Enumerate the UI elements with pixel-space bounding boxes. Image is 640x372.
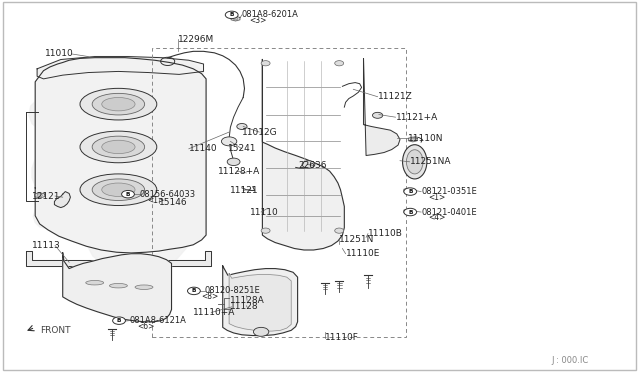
Ellipse shape [403, 145, 427, 179]
Circle shape [335, 61, 344, 66]
Ellipse shape [102, 183, 135, 196]
Circle shape [227, 158, 240, 166]
Polygon shape [223, 266, 298, 336]
Text: 081A8-6201A: 081A8-6201A [242, 10, 299, 19]
Circle shape [113, 317, 125, 324]
Text: 11251NA: 11251NA [410, 157, 451, 166]
Text: <1>: <1> [147, 196, 164, 205]
Polygon shape [54, 192, 70, 208]
Text: <4>: <4> [428, 214, 445, 222]
Bar [152, 48, 406, 337]
Circle shape [237, 124, 247, 129]
Ellipse shape [92, 136, 145, 158]
Text: 08121-0351E: 08121-0351E [421, 187, 477, 196]
Polygon shape [29, 57, 204, 273]
Text: B: B [230, 12, 234, 17]
Text: 11110B: 11110B [368, 229, 403, 238]
Polygon shape [262, 60, 344, 250]
Text: 11128: 11128 [230, 302, 259, 311]
Polygon shape [229, 273, 291, 331]
Circle shape [122, 190, 134, 198]
Circle shape [404, 188, 417, 195]
Ellipse shape [80, 131, 157, 163]
Text: B: B [408, 209, 412, 215]
Circle shape [221, 137, 237, 146]
Text: 11110F: 11110F [325, 333, 359, 342]
Text: 11110+A: 11110+A [193, 308, 236, 317]
Text: B: B [117, 318, 121, 323]
Polygon shape [189, 289, 198, 293]
Text: 22636: 22636 [298, 161, 327, 170]
Circle shape [225, 11, 238, 19]
Text: 15146: 15146 [159, 198, 188, 207]
Circle shape [335, 228, 344, 233]
Circle shape [261, 61, 270, 66]
Circle shape [188, 287, 200, 295]
Polygon shape [35, 193, 45, 198]
Circle shape [372, 112, 383, 118]
Ellipse shape [102, 97, 135, 111]
Circle shape [406, 210, 411, 213]
Polygon shape [408, 137, 417, 142]
Text: 12121: 12121 [32, 192, 61, 201]
Text: 11121: 11121 [230, 186, 259, 195]
Text: 11113: 11113 [32, 241, 61, 250]
Ellipse shape [80, 89, 157, 120]
Text: 11121+A: 11121+A [396, 113, 438, 122]
Circle shape [410, 138, 415, 141]
Text: 11128A: 11128A [230, 296, 265, 305]
Ellipse shape [406, 150, 423, 174]
Ellipse shape [80, 174, 157, 205]
Text: <3>: <3> [250, 16, 267, 25]
Ellipse shape [109, 283, 127, 288]
Text: B: B [192, 288, 196, 294]
Circle shape [191, 289, 196, 292]
Ellipse shape [86, 280, 104, 285]
Text: <1>: <1> [428, 193, 445, 202]
Text: 08121-0401E: 08121-0401E [421, 208, 477, 217]
Text: 08120-8251E: 08120-8251E [205, 286, 260, 295]
Text: <8>: <8> [202, 292, 219, 301]
Text: 11110N: 11110N [408, 134, 444, 143]
Text: 08156-64033: 08156-64033 [140, 190, 196, 199]
Text: 11110: 11110 [250, 208, 278, 217]
Text: J : 000.IC: J : 000.IC [552, 356, 589, 365]
Circle shape [233, 17, 238, 20]
Polygon shape [63, 253, 172, 322]
Text: 11128+A: 11128+A [218, 167, 260, 176]
Text: <6>: <6> [137, 322, 154, 331]
Polygon shape [231, 16, 240, 21]
Text: 11010: 11010 [45, 49, 74, 58]
Ellipse shape [102, 140, 135, 154]
Ellipse shape [135, 285, 153, 289]
Circle shape [253, 327, 269, 336]
Polygon shape [404, 209, 413, 214]
Circle shape [302, 161, 315, 168]
Polygon shape [124, 192, 132, 196]
Ellipse shape [92, 179, 145, 201]
Ellipse shape [92, 93, 145, 115]
Text: 12296M: 12296M [178, 35, 214, 44]
Circle shape [37, 194, 42, 197]
Polygon shape [26, 251, 211, 266]
Polygon shape [37, 57, 204, 79]
Text: 11110E: 11110E [346, 249, 380, 258]
Text: 11251N: 11251N [339, 235, 374, 244]
Circle shape [261, 228, 270, 233]
Text: B: B [408, 189, 412, 194]
Circle shape [125, 193, 131, 196]
Text: 11121Z: 11121Z [378, 92, 412, 101]
Polygon shape [364, 59, 400, 155]
Circle shape [406, 189, 411, 192]
Polygon shape [404, 188, 413, 193]
Text: 081A8-6121A: 081A8-6121A [129, 316, 186, 325]
Text: FRONT: FRONT [40, 326, 71, 335]
Text: B: B [126, 192, 130, 197]
Polygon shape [35, 58, 206, 253]
Circle shape [404, 208, 417, 216]
Text: 11012G: 11012G [242, 128, 278, 137]
Text: 15241: 15241 [228, 144, 257, 153]
Text: 11140: 11140 [189, 144, 218, 153]
